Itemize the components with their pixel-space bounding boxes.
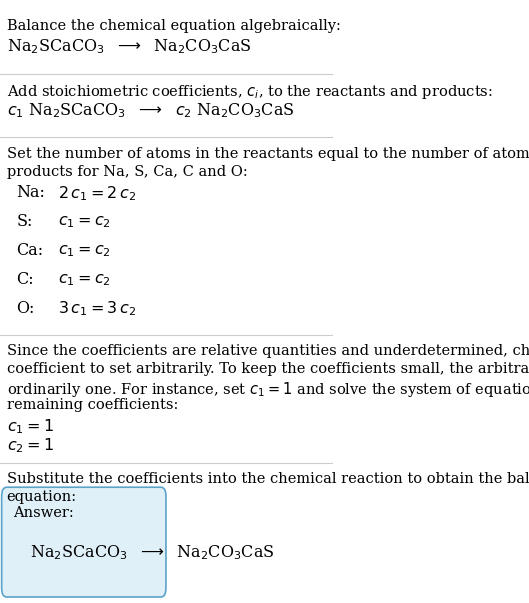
- Text: Since the coefficients are relative quantities and underdetermined, choose a: Since the coefficients are relative quan…: [7, 344, 529, 358]
- Text: $2\,c_1 = 2\,c_2$: $2\,c_1 = 2\,c_2$: [58, 184, 136, 203]
- Text: Na$_2$SCaCO$_3$  $\longrightarrow$  Na$_2$CO$_3$CaS: Na$_2$SCaCO$_3$ $\longrightarrow$ Na$_2$…: [7, 37, 251, 56]
- Text: products for Na, S, Ca, C and O:: products for Na, S, Ca, C and O:: [7, 165, 248, 179]
- Text: Ca:: Ca:: [16, 242, 44, 259]
- Text: Na:: Na:: [16, 184, 45, 201]
- Text: Balance the chemical equation algebraically:: Balance the chemical equation algebraica…: [7, 19, 341, 33]
- FancyBboxPatch shape: [2, 487, 166, 597]
- Text: $c_1$ Na$_2$SCaCO$_3$  $\longrightarrow$  $c_2$ Na$_2$CO$_3$CaS: $c_1$ Na$_2$SCaCO$_3$ $\longrightarrow$ …: [7, 101, 294, 120]
- Text: coefficient to set arbitrarily. To keep the coefficients small, the arbitrary va: coefficient to set arbitrarily. To keep …: [7, 362, 529, 376]
- Text: $c_2 = 1$: $c_2 = 1$: [7, 437, 53, 455]
- Text: $c_1 = c_2$: $c_1 = c_2$: [58, 213, 111, 230]
- Text: $3\,c_1 = 3\,c_2$: $3\,c_1 = 3\,c_2$: [58, 300, 136, 318]
- Text: C:: C:: [16, 271, 34, 288]
- Text: Answer:: Answer:: [13, 506, 74, 520]
- Text: equation:: equation:: [7, 490, 77, 504]
- Text: Substitute the coefficients into the chemical reaction to obtain the balanced: Substitute the coefficients into the che…: [7, 472, 529, 485]
- Text: $c_1 = c_2$: $c_1 = c_2$: [58, 242, 111, 259]
- Text: remaining coefficients:: remaining coefficients:: [7, 398, 178, 412]
- Text: ordinarily one. For instance, set $c_1 = 1$ and solve the system of equations fo: ordinarily one. For instance, set $c_1 =…: [7, 380, 529, 399]
- Text: S:: S:: [16, 213, 33, 230]
- Text: $c_1 = c_2$: $c_1 = c_2$: [58, 271, 111, 288]
- Text: Na$_2$SCaCO$_3$  $\longrightarrow$  Na$_2$CO$_3$CaS: Na$_2$SCaCO$_3$ $\longrightarrow$ Na$_2$…: [30, 544, 275, 563]
- Text: Set the number of atoms in the reactants equal to the number of atoms in the: Set the number of atoms in the reactants…: [7, 147, 529, 161]
- Text: Add stoichiometric coefficients, $c_i$, to the reactants and products:: Add stoichiometric coefficients, $c_i$, …: [7, 83, 492, 101]
- Text: O:: O:: [16, 300, 35, 317]
- Text: $c_1 = 1$: $c_1 = 1$: [7, 417, 53, 436]
